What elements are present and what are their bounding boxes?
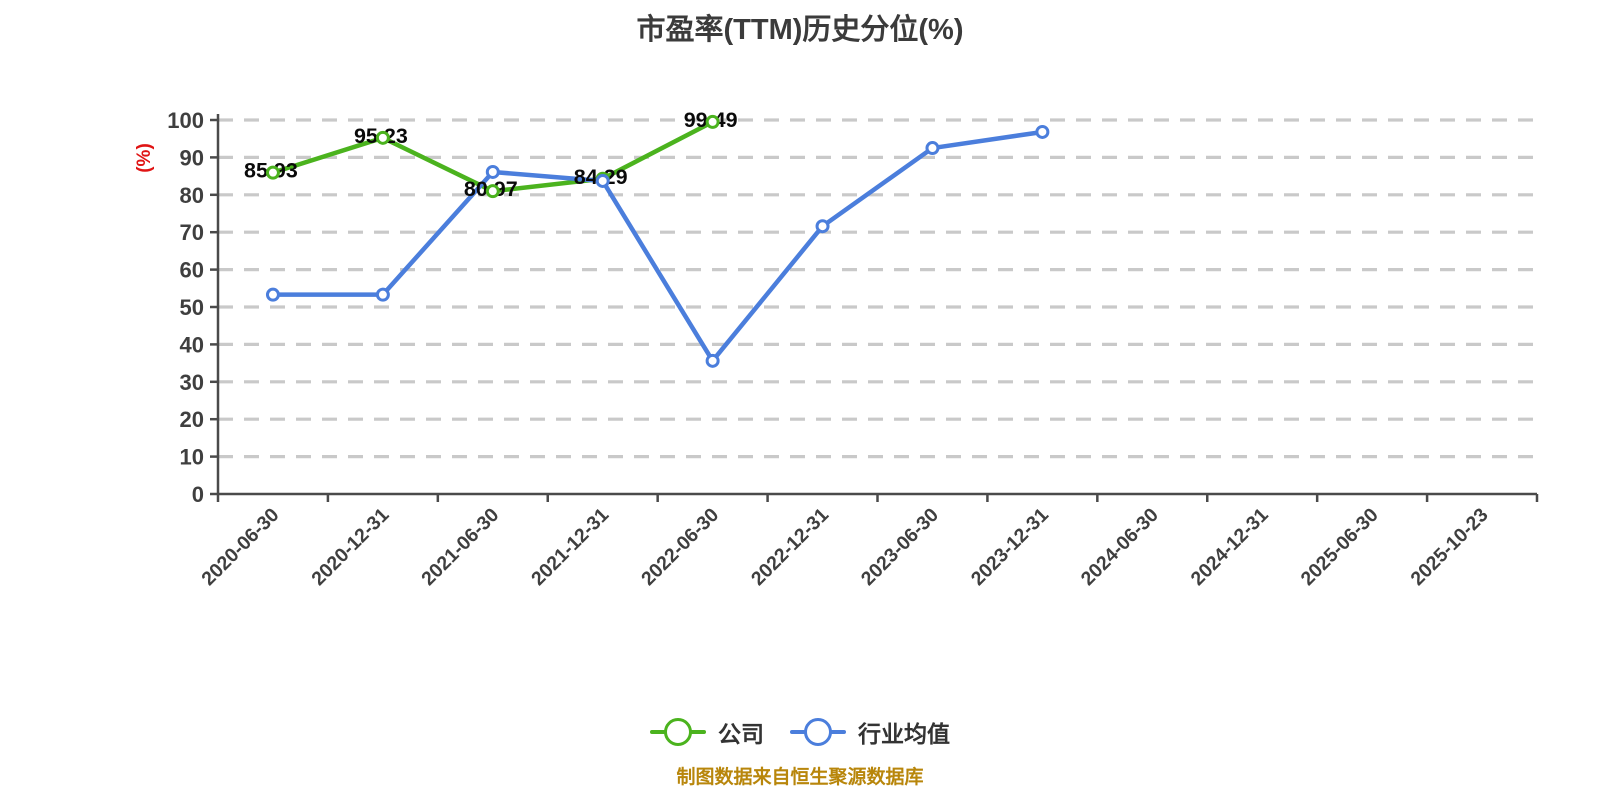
y-axis-unit-label: (%)	[134, 143, 155, 173]
y-tick-label: 50	[180, 295, 204, 320]
data-point[interactable]	[705, 353, 720, 368]
axes	[216, 114, 1537, 496]
legend-item-company[interactable]: 公司	[650, 715, 764, 749]
legend-label-industry-average: 行业均值	[858, 721, 950, 747]
data-point[interactable]	[485, 184, 500, 199]
data-point[interactable]	[925, 141, 940, 156]
x-tick-label: 2022-12-31	[747, 504, 833, 590]
y-tick-label: 20	[180, 407, 204, 432]
series-line-industry-average	[270, 129, 1045, 364]
x-tick-label: 2025-06-30	[1297, 504, 1383, 590]
y-tick-label: 0	[192, 482, 204, 507]
x-tick-label: 2025-10-23	[1406, 504, 1492, 590]
x-tick-label: 2020-06-30	[197, 504, 283, 590]
data-point[interactable]	[705, 114, 720, 129]
data-point[interactable]	[375, 287, 390, 302]
legend-label-company: 公司	[718, 721, 764, 747]
x-axis-labels: 2020-06-30 2020-12-31 2021-06-30 2021-12-31…	[197, 504, 1492, 590]
y-tick-label: 80	[180, 183, 204, 208]
x-tick-label: 2021-12-31	[527, 504, 613, 590]
data-point[interactable]	[375, 130, 390, 145]
y-tick-label: 30	[180, 370, 204, 395]
data-source-note: 制图数据来自恒生聚源数据库	[676, 767, 924, 788]
y-axis-ticks: 0 10 20 30 40 50 60 70 80 90 100	[167, 108, 218, 507]
company-line-marker-icon	[650, 716, 706, 748]
chart-title: 市盈率(TTM)历史分位(%)	[636, 14, 964, 46]
data-point[interactable]	[1035, 124, 1050, 139]
y-tick-label: 40	[180, 332, 204, 357]
data-point[interactable]	[485, 164, 500, 179]
data-point[interactable]	[815, 219, 830, 234]
y-tick-label: 90	[180, 145, 204, 170]
series-points-industry-average	[265, 124, 1050, 368]
y-tick-label: 70	[180, 220, 204, 245]
data-point[interactable]	[265, 287, 280, 302]
x-axis-ticks	[216, 494, 1539, 502]
y-tick-label: 100	[167, 108, 204, 133]
y-tick-label: 10	[180, 445, 204, 470]
x-tick-label: 2021-06-30	[417, 504, 503, 590]
x-tick-label: 2020-12-31	[307, 504, 393, 590]
x-tick-label: 2024-12-31	[1187, 504, 1273, 590]
legend-item-industry-average[interactable]: 行业均值	[790, 715, 950, 749]
x-tick-label: 2022-06-30	[637, 504, 723, 590]
x-tick-label: 2023-06-30	[857, 504, 943, 590]
gridlines	[218, 118, 1537, 459]
y-tick-label: 60	[180, 258, 204, 283]
legend: 公司 行业均值	[0, 715, 1600, 749]
industry-line-marker-icon	[790, 716, 846, 748]
x-tick-label: 2023-12-31	[967, 504, 1053, 590]
data-point[interactable]	[595, 173, 610, 188]
data-point[interactable]	[265, 165, 280, 180]
x-tick-label: 2024-06-30	[1077, 504, 1163, 590]
